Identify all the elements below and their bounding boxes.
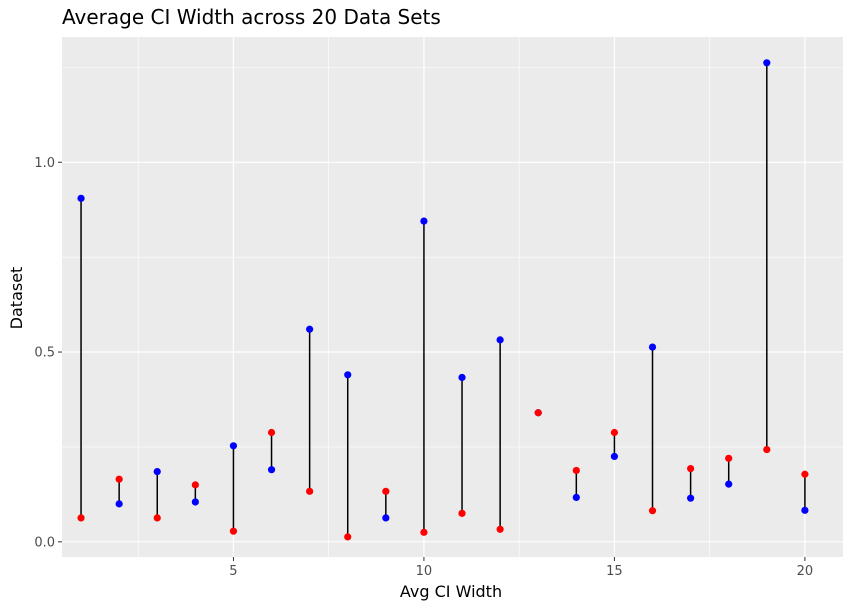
- major-gridlines: [62, 37, 843, 557]
- blue-point: [77, 194, 85, 202]
- plot-panel: [62, 37, 843, 557]
- blue-point: [344, 371, 352, 379]
- red-point: [229, 527, 238, 535]
- red-point: [725, 454, 733, 462]
- blue-point: [306, 325, 314, 333]
- red-point: [648, 507, 657, 515]
- y-tick-label: 0.5: [34, 346, 55, 361]
- blue-point: [420, 217, 428, 225]
- y-tick-label: 0.0: [34, 535, 55, 550]
- red-point: [572, 466, 580, 475]
- blue-point: [801, 506, 809, 514]
- x-tick-label: 5: [229, 564, 237, 579]
- red-point: [115, 475, 123, 483]
- blue-point: [267, 466, 276, 474]
- blue-point: [229, 442, 238, 450]
- red-point: [496, 525, 504, 533]
- chart-title: Average CI Width across 20 Data Sets: [62, 5, 441, 29]
- x-axis-ticks: 5 10 15 20: [229, 557, 813, 579]
- connector-lines: [80, 62, 806, 537]
- red-point: [77, 514, 85, 522]
- minor-gridlines: [62, 37, 843, 557]
- red-point: [306, 487, 314, 495]
- red-point: [458, 509, 466, 517]
- blue-point: [153, 467, 161, 476]
- blue-point: [572, 493, 580, 502]
- y-axis-title: Dataset: [7, 267, 26, 330]
- x-tick-label: 20: [797, 564, 814, 579]
- y-axis-ticks: 0.0 0.5 1.0: [34, 156, 62, 550]
- blue-point: [115, 500, 123, 508]
- blue-point: [496, 336, 504, 344]
- blue-point: [458, 373, 466, 382]
- blue-point: [725, 480, 733, 488]
- blue-point: [382, 514, 390, 522]
- red-point: [420, 528, 428, 536]
- blue-point: [687, 494, 695, 502]
- blue-point: [191, 498, 199, 506]
- red-point: [687, 464, 695, 473]
- red-point: [801, 470, 809, 478]
- y-tick-label: 1.0: [34, 156, 55, 171]
- red-point: [267, 428, 276, 437]
- red-point: [191, 481, 199, 489]
- red-point: [153, 514, 161, 522]
- red-point: [534, 409, 542, 417]
- blue-point: [610, 452, 619, 461]
- x-tick-label: 10: [416, 564, 433, 579]
- data-points: [77, 59, 809, 541]
- x-axis-title: Avg CI Width: [400, 582, 502, 601]
- blue-point: [648, 343, 657, 351]
- red-point: [610, 428, 619, 437]
- red-point: [344, 533, 352, 541]
- blue-point: [763, 59, 771, 67]
- red-point: [763, 445, 771, 454]
- red-point: [382, 487, 390, 495]
- x-tick-label: 15: [606, 564, 623, 579]
